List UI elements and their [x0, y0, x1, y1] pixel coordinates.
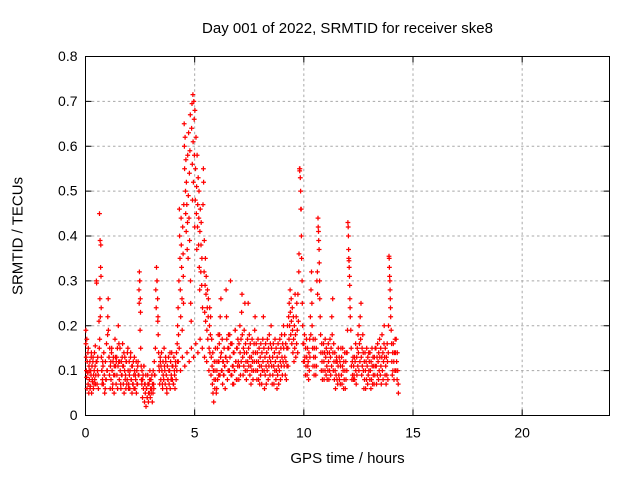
- svg-text:0.2: 0.2: [58, 317, 78, 333]
- axis-ticks: [85, 56, 610, 416]
- scatter-points: [83, 92, 401, 409]
- svg-text:10: 10: [296, 425, 312, 441]
- svg-text:20: 20: [514, 425, 530, 441]
- x-axis-label: GPS time / hours: [290, 450, 405, 467]
- svg-text:0.4: 0.4: [58, 228, 78, 244]
- x-tick-labels: 0 5 10 15 20: [82, 425, 531, 441]
- chart-title: Day 001 of 2022, SRMTID for receiver ske…: [202, 20, 493, 37]
- gridlines: [86, 57, 609, 415]
- svg-text:0.3: 0.3: [58, 272, 78, 288]
- svg-text:0.8: 0.8: [58, 48, 78, 64]
- svg-text:5: 5: [191, 425, 199, 441]
- svg-text:0.6: 0.6: [58, 138, 78, 154]
- y-tick-labels: 0 0.1 0.2 0.3 0.4 0.5 0.6 0.7 0.8: [58, 48, 78, 423]
- svg-text:0.7: 0.7: [58, 93, 78, 109]
- svg-text:0.1: 0.1: [58, 362, 78, 378]
- svg-text:0: 0: [82, 425, 90, 441]
- svg-text:15: 15: [405, 425, 421, 441]
- svg-text:0: 0: [70, 407, 78, 423]
- svg-text:0.5: 0.5: [58, 183, 78, 199]
